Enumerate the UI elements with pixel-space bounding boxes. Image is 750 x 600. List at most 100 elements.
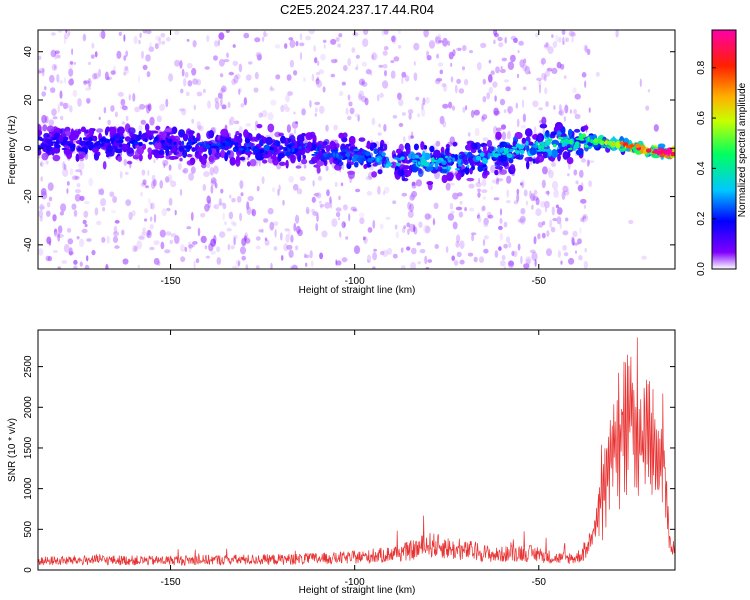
spectrogram-speckle — [519, 59, 525, 68]
spectrogram-speckle — [83, 201, 90, 205]
spectrogram-blob — [290, 154, 296, 164]
spectrogram-speckle — [49, 74, 55, 83]
spectrogram-blob — [46, 125, 55, 133]
spectrogram-blob — [354, 161, 359, 168]
spectrogram-speckle — [498, 42, 504, 48]
spectrogram-ridge-point — [619, 141, 624, 145]
spectrogram-ridge-point — [61, 147, 68, 151]
spectrogram-speckle — [565, 217, 569, 222]
spectrogram-speckle — [383, 124, 387, 132]
spectrogram-blob — [347, 170, 355, 175]
spectrogram-speckle — [148, 46, 155, 52]
spectrogram-speckle — [392, 114, 398, 119]
spectrogram-ridge-point — [381, 152, 386, 157]
y-tick-label: 0 — [23, 145, 34, 151]
spectrogram-speckle — [543, 74, 547, 82]
spectrogram-speckle — [67, 227, 72, 233]
spectrogram-speckle — [291, 121, 299, 129]
spectrogram-blob — [239, 156, 246, 161]
spectrogram-speckle — [47, 182, 54, 191]
spectrogram-speckle — [305, 35, 311, 41]
spectrogram-speckle — [579, 227, 582, 235]
spectrogram-speckle — [267, 112, 274, 121]
spectrogram-ridge-point — [557, 136, 563, 140]
spectrogram-ridge-point — [360, 157, 367, 162]
spectrogram-ridge-point — [313, 151, 320, 154]
spectrogram-speckle — [339, 90, 344, 97]
spectrogram-speckle — [303, 253, 307, 258]
spectrogram-speckle — [316, 79, 323, 88]
spectrogram-speckle — [285, 233, 290, 243]
spectrogram-speckle — [572, 87, 577, 94]
spectrogram-speckle — [398, 99, 404, 107]
spectrogram-ridge-point — [221, 146, 226, 150]
spectrogram-ridge-point — [568, 147, 573, 150]
spectrogram-speckle — [475, 181, 482, 188]
spectrogram-speckle — [68, 30, 71, 36]
spectrogram-speckle — [497, 36, 503, 42]
spectrogram-speckle — [541, 179, 546, 189]
spectrogram-blob — [466, 151, 473, 159]
snr-series-line — [38, 337, 675, 566]
spectrogram-speckle — [339, 231, 342, 238]
spectrogram-speckle — [288, 249, 294, 258]
spectrogram-speckle — [559, 221, 562, 230]
spectrogram-speckle — [140, 50, 145, 59]
spectrogram-speckle — [44, 86, 47, 91]
spectrogram-speckle — [267, 207, 274, 215]
spectrogram-speckle — [274, 229, 277, 238]
spectrogram-ridge-point — [132, 144, 136, 148]
spectrogram-speckle — [39, 203, 44, 211]
spectrogram-speckle — [68, 68, 74, 77]
spectrogram-ridge-point — [311, 153, 316, 156]
spectrogram-speckle — [558, 110, 563, 115]
spectrogram-speckle — [335, 207, 342, 212]
spectrogram-speckle — [588, 160, 595, 164]
spectrogram-speckle — [320, 205, 323, 209]
spectrogram-speckle — [181, 68, 185, 77]
spectrogram-blob — [77, 128, 82, 135]
spectrogram-speckle — [303, 164, 307, 169]
spectrogram-speckle — [79, 170, 83, 176]
spectrogram-speckle — [553, 105, 556, 110]
spectrogram-speckle — [498, 225, 503, 231]
spectrogram-ridge-point — [625, 145, 631, 149]
colorbar-tick-label: 0.4 — [696, 161, 707, 175]
spectrogram-speckle — [411, 247, 417, 255]
spectrogram-speckle — [174, 59, 181, 67]
spectrogram-blob — [229, 157, 236, 166]
spectrogram-blob — [262, 154, 271, 159]
spectrogram-ridge-point — [104, 139, 111, 144]
spectrogram-speckle — [196, 121, 201, 130]
spectrogram-ridge-point — [353, 148, 360, 152]
spectrogram-speckle — [580, 198, 587, 204]
spectrogram-speckle — [174, 30, 180, 36]
spectrogram-speckle — [295, 225, 301, 234]
spectrogram-blob — [422, 150, 426, 159]
spectrogram-speckle — [64, 163, 67, 171]
spectrogram-blob — [96, 128, 104, 133]
spectrogram-speckle — [561, 191, 566, 200]
spectrogram-speckle — [387, 247, 393, 255]
spectrogram-speckle — [325, 124, 329, 132]
spectrogram-ridge-point — [259, 149, 265, 154]
spectrogram-speckle — [72, 89, 78, 98]
spectrogram-blob — [166, 132, 170, 137]
spectrogram-speckle — [236, 195, 242, 203]
spectrogram-speckle — [192, 40, 197, 48]
spectrogram-ridge-point — [376, 157, 380, 163]
spectrogram-speckle — [338, 33, 343, 38]
spectrogram-speckle — [219, 73, 224, 78]
spectrogram-ridge-point — [646, 148, 651, 153]
spectrogram-speckle — [483, 248, 489, 254]
spectrogram-speckle — [269, 221, 275, 231]
spectrogram-speckle — [544, 207, 548, 213]
spectrogram-speckle — [564, 104, 569, 114]
spectrogram-speckle — [149, 42, 153, 49]
spectrogram-speckle — [334, 181, 338, 188]
spectrogram-speckle — [563, 75, 567, 80]
spectrogram-blob — [466, 177, 475, 182]
spectrogram-speckle — [362, 30, 369, 36]
spectrogram-ridge-point — [269, 146, 275, 151]
spectrogram-speckle — [74, 189, 81, 194]
